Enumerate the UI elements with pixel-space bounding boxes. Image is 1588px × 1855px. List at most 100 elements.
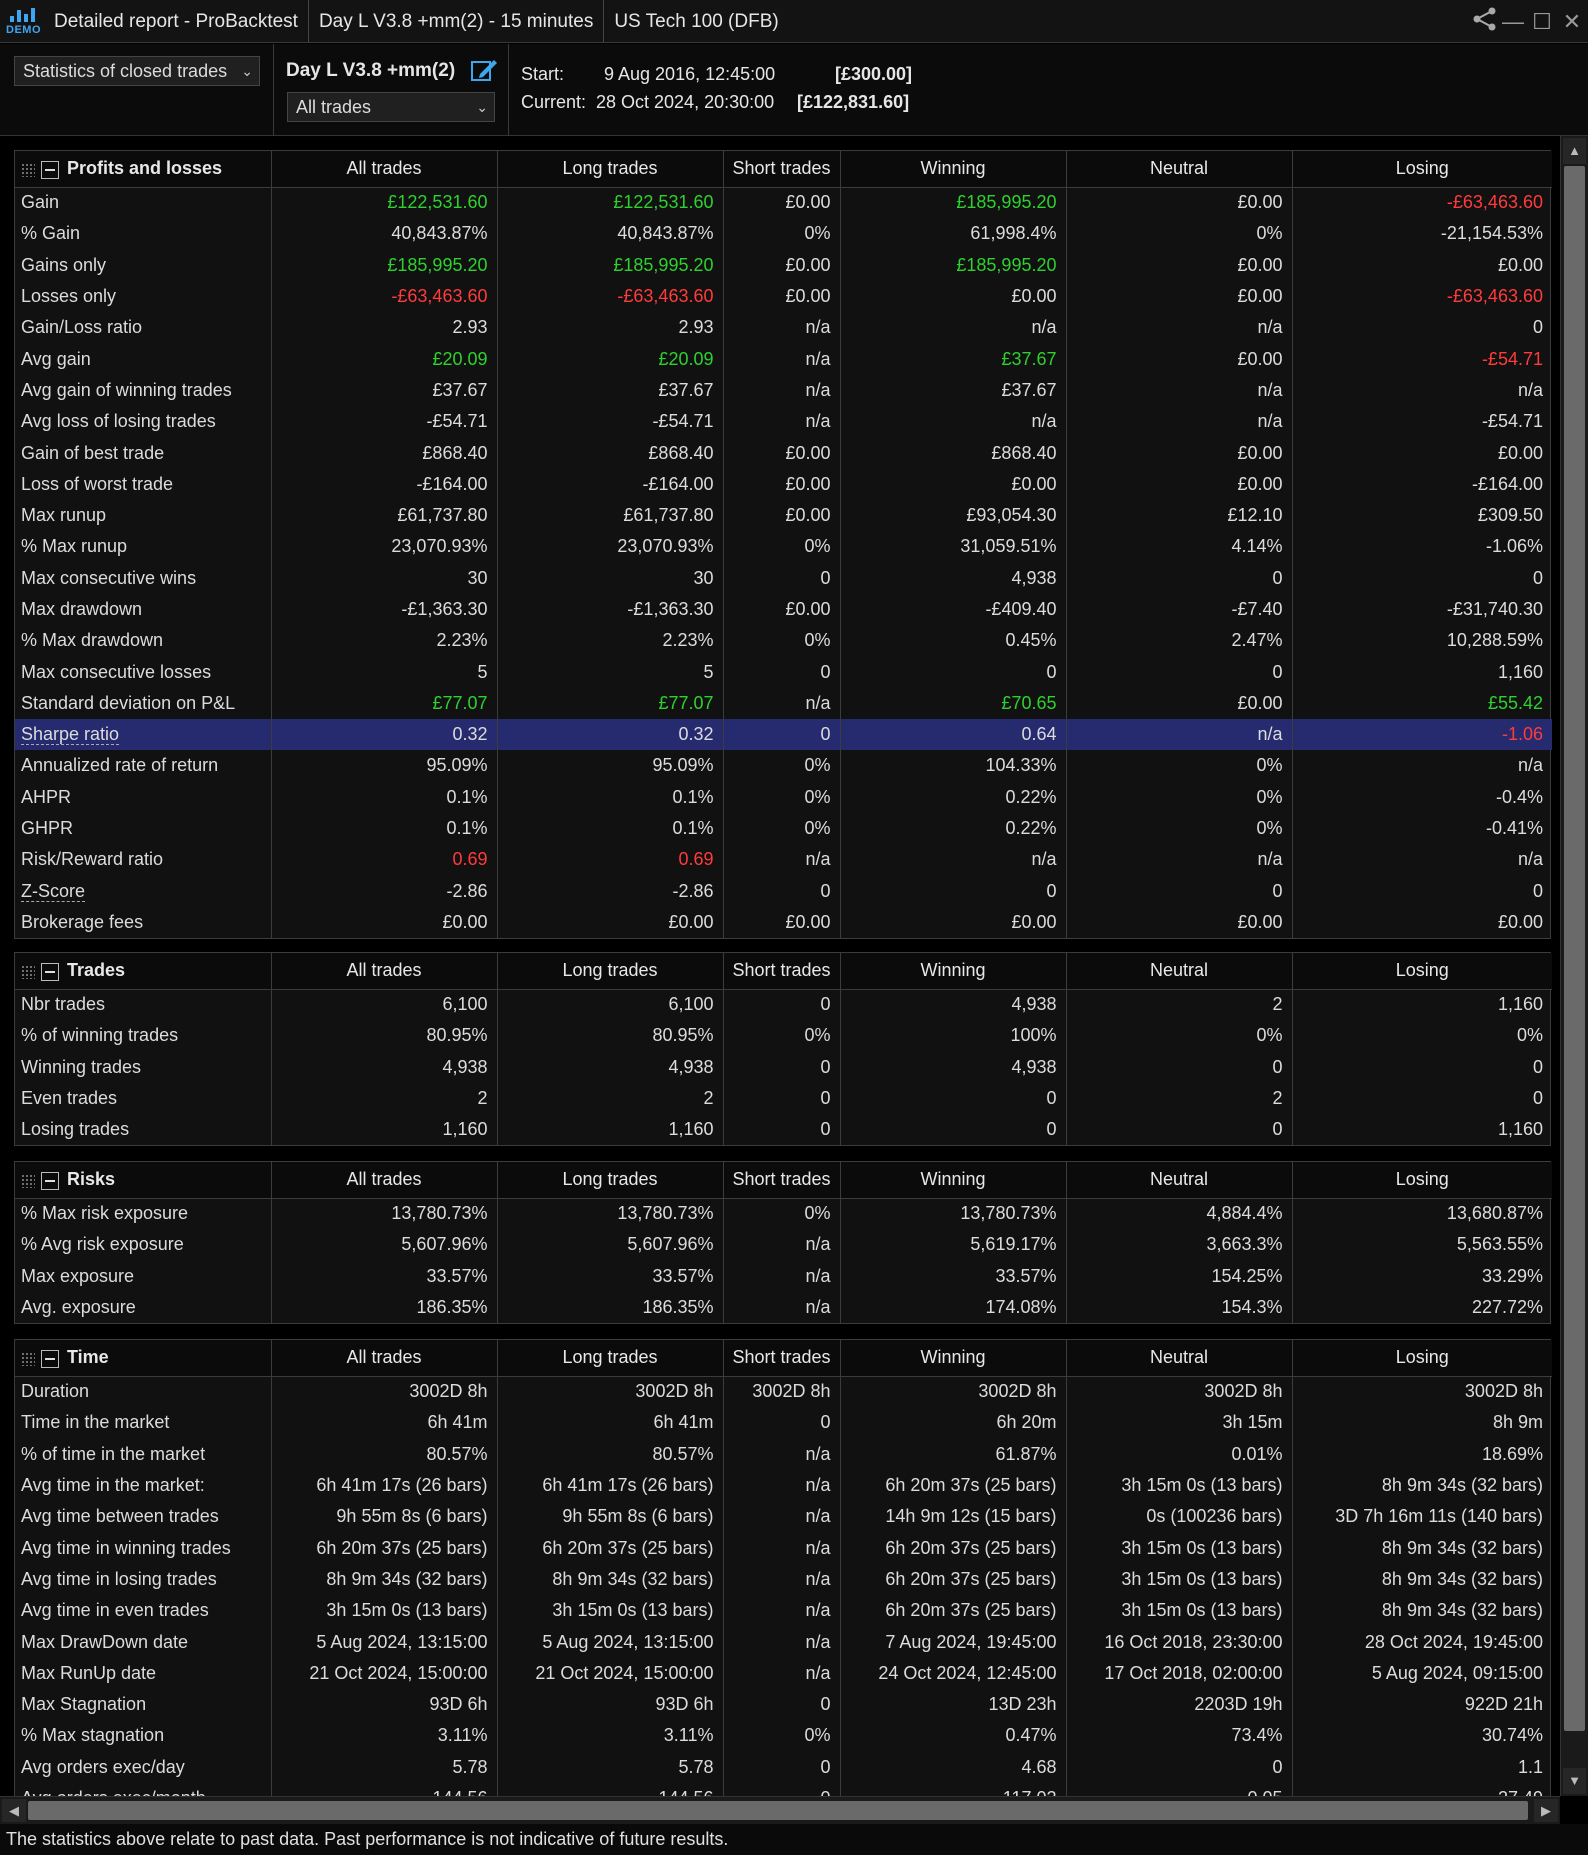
table-row[interactable]: Max consecutive wins 30 30 0 4,938 0 0 xyxy=(15,562,1552,594)
drag-handle-icon[interactable] xyxy=(21,1173,35,1188)
table-row[interactable]: Max runup £61,737.80 £61,737.80 £0.00 £93,05… xyxy=(15,499,1552,532)
table-row[interactable]: Winning trades 4,938 4,938 0 4,938 0 0 xyxy=(15,1051,1552,1083)
table-row[interactable]: Avg time in winning trades 6h 20m 37s (25… xyxy=(15,1532,1552,1564)
table-row[interactable]: Sharpe ratio 0.32 0.32 0 0.64 n/a -1.06 xyxy=(15,719,1552,751)
horizontal-scrollbar[interactable]: ◀ ▶ xyxy=(0,1796,1560,1824)
column-header[interactable]: Short trades xyxy=(722,151,840,188)
table-row[interactable]: Standard deviation on P&L £77.07 £77.07 n/a… xyxy=(15,687,1552,720)
scroll-right-arrow-icon[interactable]: ▶ xyxy=(1534,1799,1558,1822)
table-row[interactable]: AHPR 0.1% 0.1% 0% 0.22% 0% -0.4% xyxy=(15,781,1552,813)
column-header[interactable]: Long trades xyxy=(496,953,723,990)
column-header[interactable]: Winning xyxy=(839,953,1066,990)
table-row[interactable]: Max DrawDown date 5 Aug 2024, 13:15:00 5 A… xyxy=(15,1626,1552,1658)
close-icon[interactable]: ✕ xyxy=(1562,8,1582,34)
section-title[interactable]: Time xyxy=(15,1340,271,1377)
section-title[interactable]: Profits and losses xyxy=(15,151,271,188)
table-row[interactable]: % of winning trades 80.95% 80.95% 0% 100% 0% 0… xyxy=(15,1020,1552,1052)
column-header[interactable]: Losing xyxy=(1291,953,1552,990)
column-header[interactable]: Winning xyxy=(839,1340,1066,1377)
table-row[interactable]: % of time in the market 80.57% 80.57% n/a 61… xyxy=(15,1438,1552,1470)
column-header[interactable]: Neutral xyxy=(1065,953,1292,990)
column-header[interactable]: Losing xyxy=(1291,1340,1552,1377)
scroll-down-arrow-icon[interactable]: ▼ xyxy=(1563,1768,1586,1794)
table-row[interactable]: Annualized rate of return 95.09% 95.09% 0% 1… xyxy=(15,750,1552,782)
table-row[interactable]: Avg gain £20.09 £20.09 n/a £37.67 £0.00 -£54.7… xyxy=(15,343,1552,375)
table-row[interactable]: Avg gain of winning trades £37.67 £37.67 n/… xyxy=(15,374,1552,407)
vertical-scrollbar[interactable]: ▲ ▼ xyxy=(1560,136,1588,1796)
table-row[interactable]: Risk/Reward ratio 0.69 0.69 n/a n/a n/a n/a xyxy=(15,844,1552,876)
column-header[interactable]: Long trades xyxy=(496,151,723,188)
table-row[interactable]: % Max drawdown 2.23% 2.23% 0% 0.45% 2.47% 10,2… xyxy=(15,625,1552,657)
column-header[interactable]: Short trades xyxy=(722,1162,840,1199)
cell-value: 6h 20m 37s (25 bars) xyxy=(839,1532,1066,1564)
column-header[interactable]: Long trades xyxy=(496,1162,723,1199)
collapse-icon[interactable] xyxy=(41,962,59,981)
table-row[interactable]: Losing trades 1,160 1,160 0 0 0 1,160 xyxy=(15,1114,1552,1146)
horizontal-scrollbar-thumb[interactable] xyxy=(28,1801,1528,1820)
table-row[interactable]: Nbr trades 6,100 6,100 0 4,938 2 1,160 xyxy=(15,989,1552,1021)
table-row[interactable]: Max RunUp date 21 Oct 2024, 15:00:00 21 Oc… xyxy=(15,1657,1552,1689)
table-row[interactable]: Avg. exposure 186.35% 186.35% n/a 174.08% 154… xyxy=(15,1291,1552,1324)
table-row[interactable]: Loss of worst trade -£164.00 -£164.00 £0.00… xyxy=(15,468,1552,500)
table-row[interactable]: Avg orders exec/day 5.78 5.78 0 4.68 0 1.1 xyxy=(15,1751,1552,1783)
table-row[interactable]: Avg time in even trades 3h 15m 0s (13 bar… xyxy=(15,1595,1552,1627)
drag-handle-icon[interactable] xyxy=(21,964,35,979)
table-row[interactable]: Avg time in the market: 6h 41m 17s (26 ba… xyxy=(15,1469,1552,1502)
column-header[interactable]: Winning xyxy=(839,151,1066,188)
table-row[interactable]: % Avg risk exposure 5,607.96% 5,607.96% n/a… xyxy=(15,1229,1552,1261)
section-title[interactable]: Risks xyxy=(15,1162,271,1199)
column-header[interactable]: Losing xyxy=(1291,151,1552,188)
table-row[interactable]: Avg loss of losing trades -£54.71 -£54.71 n… xyxy=(15,406,1552,438)
column-header[interactable]: Neutral xyxy=(1065,151,1292,188)
table-row[interactable]: Max consecutive losses 5 5 0 0 0 1,160 xyxy=(15,656,1552,688)
table-row[interactable]: Duration 3002D 8h 3002D 8h 3002D 8h 3002D 8h… xyxy=(15,1376,1552,1408)
table-row[interactable]: % Max risk exposure 13,780.73% 13,780.73% 0… xyxy=(15,1198,1552,1230)
minimize-icon[interactable]: — xyxy=(1502,8,1524,34)
scrollbar-thumb[interactable] xyxy=(1564,166,1585,1731)
table-row[interactable]: Even trades 2 2 0 0 2 0 xyxy=(15,1082,1552,1115)
column-header[interactable]: Short trades xyxy=(722,1340,840,1377)
table-row[interactable]: Gain/Loss ratio 2.93 2.93 n/a n/a n/a 0 xyxy=(15,312,1552,344)
table-row[interactable]: Avg time between trades 9h 55m 8s (6 bars… xyxy=(15,1501,1552,1533)
column-header[interactable]: All trades xyxy=(270,1340,497,1377)
drag-handle-icon[interactable] xyxy=(21,162,35,177)
column-header[interactable]: Winning xyxy=(839,1162,1066,1199)
statistics-type-select[interactable]: Statistics of closed trades ⌄ xyxy=(14,56,260,86)
table-row[interactable]: Avg time in losing trades 8h 9m 34s (32 b… xyxy=(15,1563,1552,1596)
table-row[interactable]: Time in the market 6h 41m 6h 41m 0 6h 20m 3h … xyxy=(15,1407,1552,1439)
column-header[interactable]: Long trades xyxy=(496,1340,723,1377)
table-row[interactable]: Losses only -£63,463.60 -£63,463.60 £0.00 £0… xyxy=(15,280,1552,313)
table-row[interactable]: % Max runup 23,070.93% 23,070.93% 0% 31,059.… xyxy=(15,531,1552,563)
table-row[interactable]: Gain of best trade £868.40 £868.40 £0.00 £86… xyxy=(15,437,1552,469)
drag-handle-icon[interactable] xyxy=(21,1351,35,1366)
table-row[interactable]: Max Stagnation 93D 6h 93D 6h 0 13D 23h 2203D … xyxy=(15,1688,1552,1721)
table-row[interactable]: Max drawdown -£1,363.30 -£1,363.30 £0.00 -£4… xyxy=(15,593,1552,626)
cell-value: 0.05 xyxy=(1065,1782,1292,1796)
scroll-left-arrow-icon[interactable]: ◀ xyxy=(2,1799,26,1822)
trades-filter-select[interactable]: All trades ⌄ xyxy=(287,92,495,122)
scroll-up-arrow-icon[interactable]: ▲ xyxy=(1563,138,1586,164)
column-header[interactable]: Neutral xyxy=(1065,1162,1292,1199)
table-row[interactable]: % Max stagnation 3.11% 3.11% 0% 0.47% 73.4% 30… xyxy=(15,1720,1552,1752)
table-row[interactable]: Avg orders exec/month144.56144.560117.02… xyxy=(15,1782,1552,1796)
table-row[interactable]: Max exposure 33.57% 33.57% n/a 33.57% 154.25%… xyxy=(15,1260,1552,1292)
table-row[interactable]: Gain £122,531.60 £122,531.60 £0.00 £185,995.… xyxy=(15,187,1552,219)
column-header[interactable]: All trades xyxy=(270,953,497,990)
column-header[interactable]: All trades xyxy=(270,1162,497,1199)
share-icon[interactable] xyxy=(1472,7,1496,37)
table-row[interactable]: Z-Score -2.86 -2.86 0 0 0 0 xyxy=(15,875,1552,907)
column-header[interactable]: Losing xyxy=(1291,1162,1552,1199)
collapse-icon[interactable] xyxy=(41,160,59,179)
collapse-icon[interactable] xyxy=(41,1349,59,1368)
edit-icon[interactable] xyxy=(470,56,498,84)
column-header[interactable]: Short trades xyxy=(722,953,840,990)
column-header[interactable]: All trades xyxy=(270,151,497,188)
section-title[interactable]: Trades xyxy=(15,953,271,990)
table-row[interactable]: Gains only £185,995.20 £185,995.20 £0.00 £18… xyxy=(15,249,1552,281)
column-header[interactable]: Neutral xyxy=(1065,1340,1292,1377)
collapse-icon[interactable] xyxy=(41,1171,59,1190)
table-row[interactable]: % Gain 40,843.87% 40,843.87% 0% 61,998.4% 0% -… xyxy=(15,218,1552,250)
maximize-icon[interactable]: ☐ xyxy=(1532,8,1552,34)
table-row[interactable]: Brokerage fees £0.00 £0.00 £0.00 £0.00 £0.00 £… xyxy=(15,906,1552,939)
table-row[interactable]: GHPR 0.1% 0.1% 0% 0.22% 0% -0.41% xyxy=(15,812,1552,845)
